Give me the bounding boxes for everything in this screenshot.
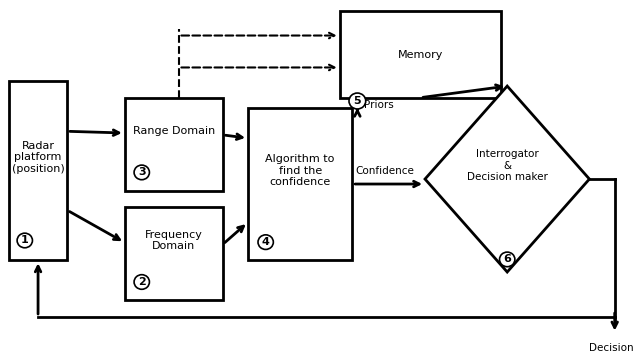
FancyArrowPatch shape [70,130,119,136]
Ellipse shape [258,235,273,250]
Text: Frequency
Domain: Frequency Domain [145,230,203,251]
Text: Priors: Priors [364,100,394,110]
FancyArrowPatch shape [70,211,120,240]
Ellipse shape [500,252,515,267]
Text: Memory: Memory [397,49,443,60]
Ellipse shape [349,93,365,109]
Text: Radar
platform
(position): Radar platform (position) [12,141,65,174]
FancyArrowPatch shape [181,33,335,38]
FancyArrowPatch shape [423,85,501,97]
FancyArrowPatch shape [225,134,242,139]
Text: 3: 3 [138,167,145,178]
FancyArrowPatch shape [35,266,41,314]
Text: 4: 4 [262,237,269,247]
Text: Range Domain: Range Domain [132,126,215,136]
Polygon shape [425,86,589,272]
FancyArrowPatch shape [355,181,419,187]
FancyArrowPatch shape [181,65,335,70]
Ellipse shape [134,275,149,289]
Bar [248,108,352,261]
Text: Confidence: Confidence [355,166,414,176]
FancyArrowPatch shape [355,109,360,116]
Text: 5: 5 [353,96,361,106]
FancyArrowPatch shape [225,226,244,243]
Text: 6: 6 [503,255,511,264]
Text: 1: 1 [21,235,29,245]
Text: Interrogator
&
Decision maker: Interrogator & Decision maker [467,149,548,183]
Ellipse shape [134,165,149,180]
FancyArrowPatch shape [612,313,618,328]
Ellipse shape [17,233,33,248]
Text: Decision: Decision [589,343,634,353]
Bar [125,207,223,300]
Text: 2: 2 [138,277,146,287]
Bar [125,98,223,191]
Bar [9,81,67,261]
Bar [340,11,501,98]
Text: Algorithm to
find the
confidence: Algorithm to find the confidence [266,154,335,187]
